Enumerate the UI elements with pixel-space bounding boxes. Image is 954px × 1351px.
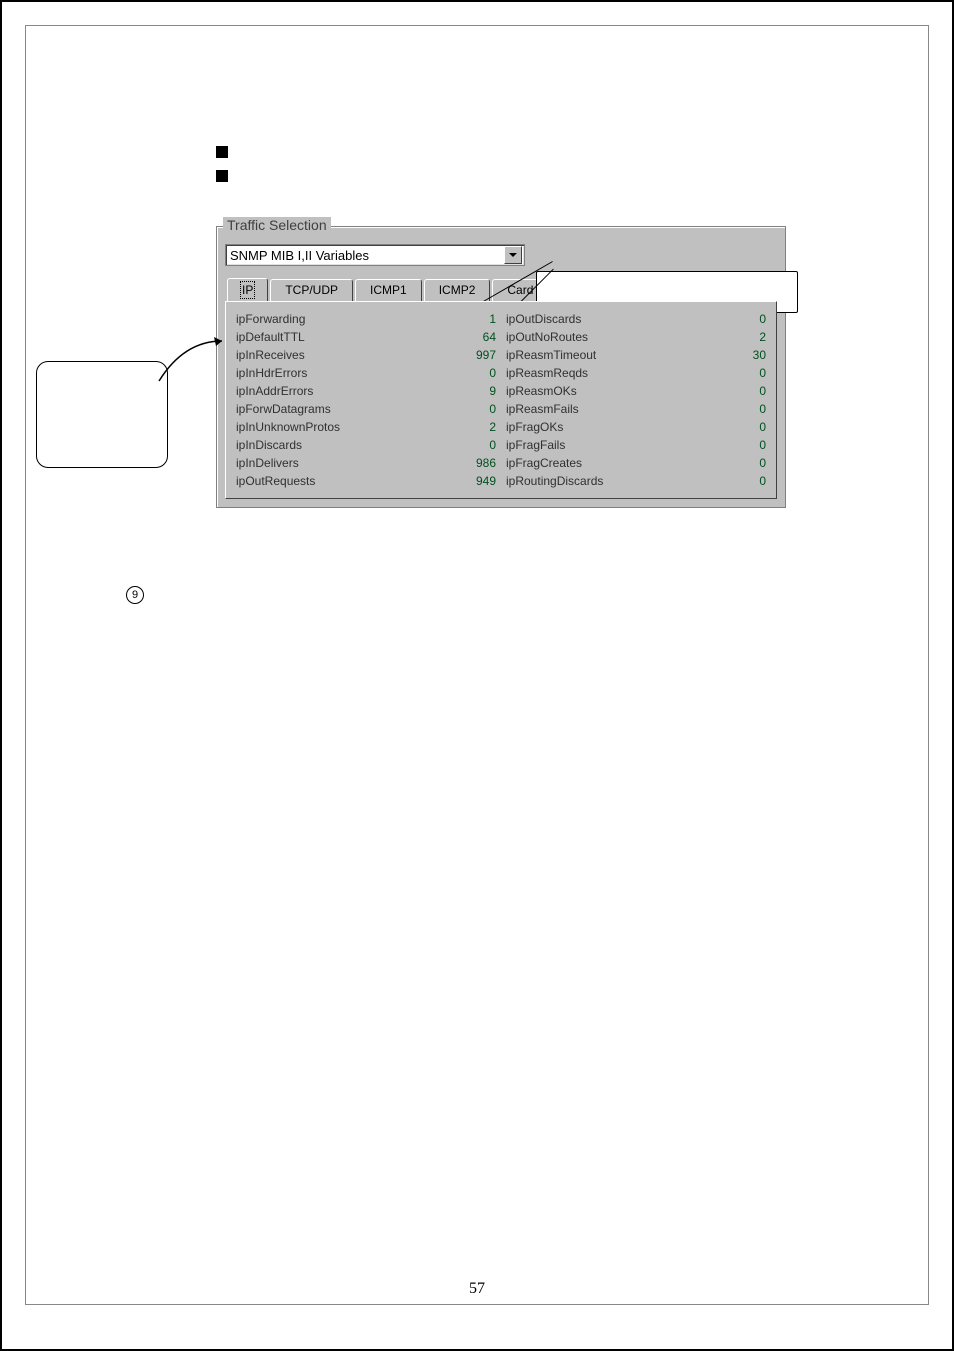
stat-label: ipForwDatagrams (236, 402, 331, 416)
stat-value: 986 (446, 456, 496, 470)
stat-value: 0 (716, 366, 766, 380)
stat-label: ipReasmFails (506, 402, 579, 416)
circled-number-icon: 9 (126, 586, 144, 604)
stat-value: 2 (716, 330, 766, 344)
annotation-arrow (154, 336, 229, 386)
step-marker: 9 (126, 586, 144, 604)
stat-row: ipReasmReqds 0 (506, 364, 766, 382)
stat-row: ipInDiscards 0 (236, 436, 496, 454)
stat-row: ipRoutingDiscards 0 (506, 472, 766, 490)
stat-row: ipDefaultTTL 64 (236, 328, 496, 346)
stat-label: ipInAddrErrors (236, 384, 313, 398)
stat-value: 0 (446, 366, 496, 380)
stat-value: 1 (446, 312, 496, 326)
stat-row: ipFragCreates 0 (506, 454, 766, 472)
stat-row: ipInDelivers 986 (236, 454, 496, 472)
stat-row: ipFragFails 0 (506, 436, 766, 454)
stat-value: 997 (446, 348, 496, 362)
stat-value: 0 (716, 384, 766, 398)
stat-value: 2 (446, 420, 496, 434)
stat-label: ipReasmTimeout (506, 348, 596, 362)
stats-column-left: ipForwarding 1 ipDefaultTTL 64 ipInReceive… (236, 310, 496, 490)
stat-row: ipOutRequests 949 (236, 472, 496, 490)
chevron-down-icon[interactable] (504, 246, 522, 264)
stat-label: ipReasmReqds (506, 366, 588, 380)
stat-label: ipFragOKs (506, 420, 563, 434)
stats-column-right: ipOutDiscards 0 ipOutNoRoutes 2 ipReasmTim… (506, 310, 766, 490)
stat-row: ipInReceives 997 (236, 346, 496, 364)
stat-label: ipReasmOKs (506, 384, 577, 398)
tab-icmp2[interactable]: ICMP2 (424, 279, 491, 302)
page-number: 57 (26, 1280, 928, 1298)
combo-selected-text: SNMP MIB I,II Variables (230, 248, 369, 263)
snmp-panel: Traffic Selection SNMP MIB I,II Variable… (216, 226, 786, 508)
stat-value: 0 (716, 438, 766, 452)
stat-value: 949 (446, 474, 496, 488)
stat-label: ipInHdrErrors (236, 366, 307, 380)
stat-row: ipOutNoRoutes 2 (506, 328, 766, 346)
stat-value: 0 (446, 402, 496, 416)
stat-row: ipReasmTimeout 30 (506, 346, 766, 364)
tab-panel-ip: ipForwarding 1 ipDefaultTTL 64 ipInReceive… (225, 301, 777, 499)
bullet-icon (216, 146, 228, 158)
stat-value: 0 (716, 474, 766, 488)
traffic-select-combo[interactable]: SNMP MIB I,II Variables (225, 244, 525, 266)
stat-row: ipReasmOKs 0 (506, 382, 766, 400)
stat-row: ipForwarding 1 (236, 310, 496, 328)
stat-row: ipInHdrErrors 0 (236, 364, 496, 382)
stat-label: ipOutRequests (236, 474, 315, 488)
stat-row: ipReasmFails 0 (506, 400, 766, 418)
stat-row: ipFragOKs 0 (506, 418, 766, 436)
tab-ip[interactable]: IP (227, 278, 268, 301)
annotation-callout (36, 361, 168, 468)
stat-label: ipInDiscards (236, 438, 302, 452)
stat-row: ipForwDatagrams 0 (236, 400, 496, 418)
stat-value: 0 (716, 402, 766, 416)
stat-value: 0 (446, 438, 496, 452)
stat-label: ipInUnknownProtos (236, 420, 340, 434)
tab-icmp1[interactable]: ICMP1 (355, 279, 422, 302)
stat-value: 0 (716, 312, 766, 326)
stat-row: ipInAddrErrors 9 (236, 382, 496, 400)
stat-label: ipInDelivers (236, 456, 299, 470)
stat-value: 30 (716, 348, 766, 362)
stat-row: ipInUnknownProtos 2 (236, 418, 496, 436)
stat-label: ipOutNoRoutes (506, 330, 588, 344)
stat-row: ipOutDiscards 0 (506, 310, 766, 328)
traffic-selection-group: Traffic Selection SNMP MIB I,II Variable… (216, 226, 786, 508)
stat-label: ipInReceives (236, 348, 305, 362)
stat-value: 9 (446, 384, 496, 398)
document-frame: Traffic Selection SNMP MIB I,II Variable… (25, 25, 929, 1305)
tab-tcpudp[interactable]: TCP/UDP (270, 279, 353, 302)
stat-label: ipRoutingDiscards (506, 474, 603, 488)
stat-label: ipForwarding (236, 312, 305, 326)
stat-label: ipOutDiscards (506, 312, 581, 326)
stat-label: ipFragFails (506, 438, 565, 452)
bullet-icon (216, 170, 228, 182)
stat-label: ipDefaultTTL (236, 330, 305, 344)
groupbox-title: Traffic Selection (223, 217, 331, 233)
stat-value: 64 (446, 330, 496, 344)
stat-value: 0 (716, 420, 766, 434)
stat-label: ipFragCreates (506, 456, 582, 470)
bullet-list (216, 146, 228, 194)
stat-value: 0 (716, 456, 766, 470)
